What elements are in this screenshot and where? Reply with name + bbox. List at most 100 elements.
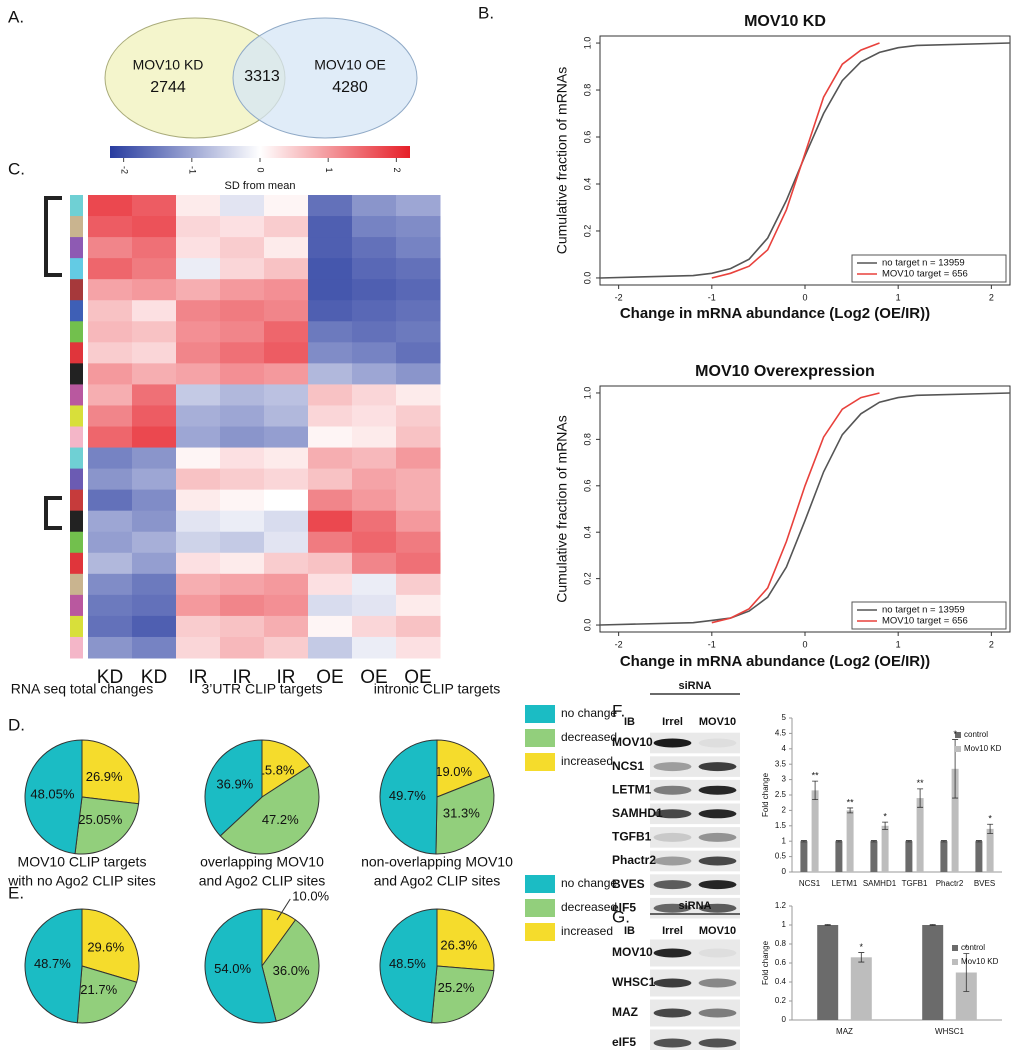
error-bar	[847, 807, 854, 814]
error-bar	[917, 788, 924, 808]
slice-label: 48.05%	[30, 787, 75, 802]
blot-row-label: eIF5	[612, 900, 636, 914]
pie-slice	[261, 739, 311, 798]
bar	[881, 825, 889, 872]
heatmap-cell	[352, 258, 397, 280]
blot-row-label: MAZ	[612, 1005, 638, 1019]
bar	[850, 957, 872, 1020]
legend-label: increased	[561, 754, 613, 768]
error-bar	[835, 840, 842, 843]
cluster-strip	[70, 216, 83, 238]
legend-swatch	[952, 945, 958, 951]
heatmap-cell	[308, 279, 353, 301]
pie-title: with no Ago2 CLIP sites	[7, 873, 156, 889]
blot-band	[698, 903, 737, 913]
heatmap-cell	[308, 216, 353, 238]
panel-label: B.	[478, 3, 494, 22]
heatmap-cell	[176, 216, 221, 238]
heatmap-cell	[88, 321, 133, 343]
cluster-strip	[70, 237, 83, 259]
heatmap-cell	[308, 468, 353, 491]
blot-band	[653, 880, 692, 890]
cluster-strip	[70, 531, 83, 554]
heatmap-cell	[352, 615, 397, 638]
significance-mark: *	[965, 943, 969, 953]
slice-label: 26.3%	[440, 937, 477, 952]
heatmap-cell	[88, 279, 133, 301]
heatmap-cell	[176, 321, 221, 343]
y-tick-label: 0.0	[582, 619, 592, 632]
heatmap-cell	[220, 300, 265, 322]
heatmap-cell	[176, 573, 221, 596]
heatmap-cell	[352, 573, 397, 596]
error-bar	[940, 840, 947, 843]
x-tick-label: BVES	[974, 879, 995, 888]
column-label: KD	[97, 667, 123, 688]
cluster-strip	[70, 405, 83, 427]
heatmap-cell	[396, 573, 441, 596]
heatmap-cell	[264, 552, 309, 575]
legend-label: control	[964, 730, 988, 739]
plot-frame	[599, 35, 1011, 286]
heatmap-cell	[132, 237, 177, 259]
heatmap-cell	[132, 342, 177, 364]
x-tick-label: MAZ	[836, 1027, 853, 1036]
heatmap-cell	[220, 258, 265, 280]
legend-label: no target n = 13959	[882, 605, 965, 616]
slice-label: 36.0%	[273, 963, 310, 978]
lane-label: MOV10	[699, 925, 736, 937]
heatmap-cell	[308, 342, 353, 364]
pie-slice	[204, 739, 263, 837]
heatmap-cell	[88, 258, 133, 280]
heatmap-cell	[88, 384, 133, 406]
heatmap-cell	[132, 510, 177, 533]
blot-band	[653, 809, 692, 819]
heatmap-cell	[308, 321, 353, 343]
heatmap-cell	[220, 195, 265, 217]
heatmap-cell	[352, 363, 397, 385]
heatmap-cell	[352, 405, 397, 427]
heatmap-cell	[264, 342, 309, 364]
heatmap-cell	[132, 405, 177, 427]
y-tick-label: 2	[782, 806, 787, 815]
heatmap-cell	[132, 468, 177, 491]
heatmap-cell	[176, 279, 221, 301]
blot-band	[698, 880, 737, 890]
legend-label: MOV10 target = 656	[882, 616, 968, 627]
heatmap-cell	[264, 615, 309, 638]
blot-strip	[650, 779, 740, 801]
heatmap-cell	[220, 573, 265, 596]
pie-slice	[431, 965, 495, 1024]
column-label: OE	[404, 667, 431, 688]
x-axis-label: Change in mRNA abundance (Log2 (OE/IR))	[620, 305, 930, 322]
error-bar	[824, 924, 831, 926]
heatmap-cell	[176, 426, 221, 449]
heatmap-cell	[264, 594, 309, 617]
legend-swatch	[525, 753, 555, 771]
heatmap-cell	[264, 510, 309, 533]
heatmap-cell	[220, 510, 265, 533]
blot-band	[698, 738, 737, 748]
legend-label: control	[961, 943, 985, 952]
heatmap-cell	[308, 594, 353, 617]
lane-label: Irrel	[662, 925, 683, 937]
cluster-strip	[70, 279, 83, 301]
heatmap-cell	[88, 510, 133, 533]
blot-row-label: MOV10	[612, 945, 653, 959]
cluster-strip	[70, 636, 83, 659]
blot-band	[653, 856, 692, 866]
heatmap-cell	[352, 384, 397, 406]
pie-title: and Ago2 CLIP sites	[199, 873, 326, 889]
blot-strip	[650, 756, 740, 777]
y-tick-label: 0.5	[775, 852, 787, 861]
heatmap-cell	[396, 405, 441, 427]
y-tick-label: 0.2	[775, 996, 787, 1005]
blot-band	[698, 785, 737, 795]
x-tick-label: SAMHD1	[863, 879, 897, 888]
cluster-strip	[70, 300, 83, 322]
heatmap-cell	[132, 636, 177, 659]
x-tick-label: NCS1	[799, 879, 821, 888]
heatmap-cell	[264, 426, 309, 449]
pie-title: non-overlapping MOV10	[361, 854, 513, 870]
